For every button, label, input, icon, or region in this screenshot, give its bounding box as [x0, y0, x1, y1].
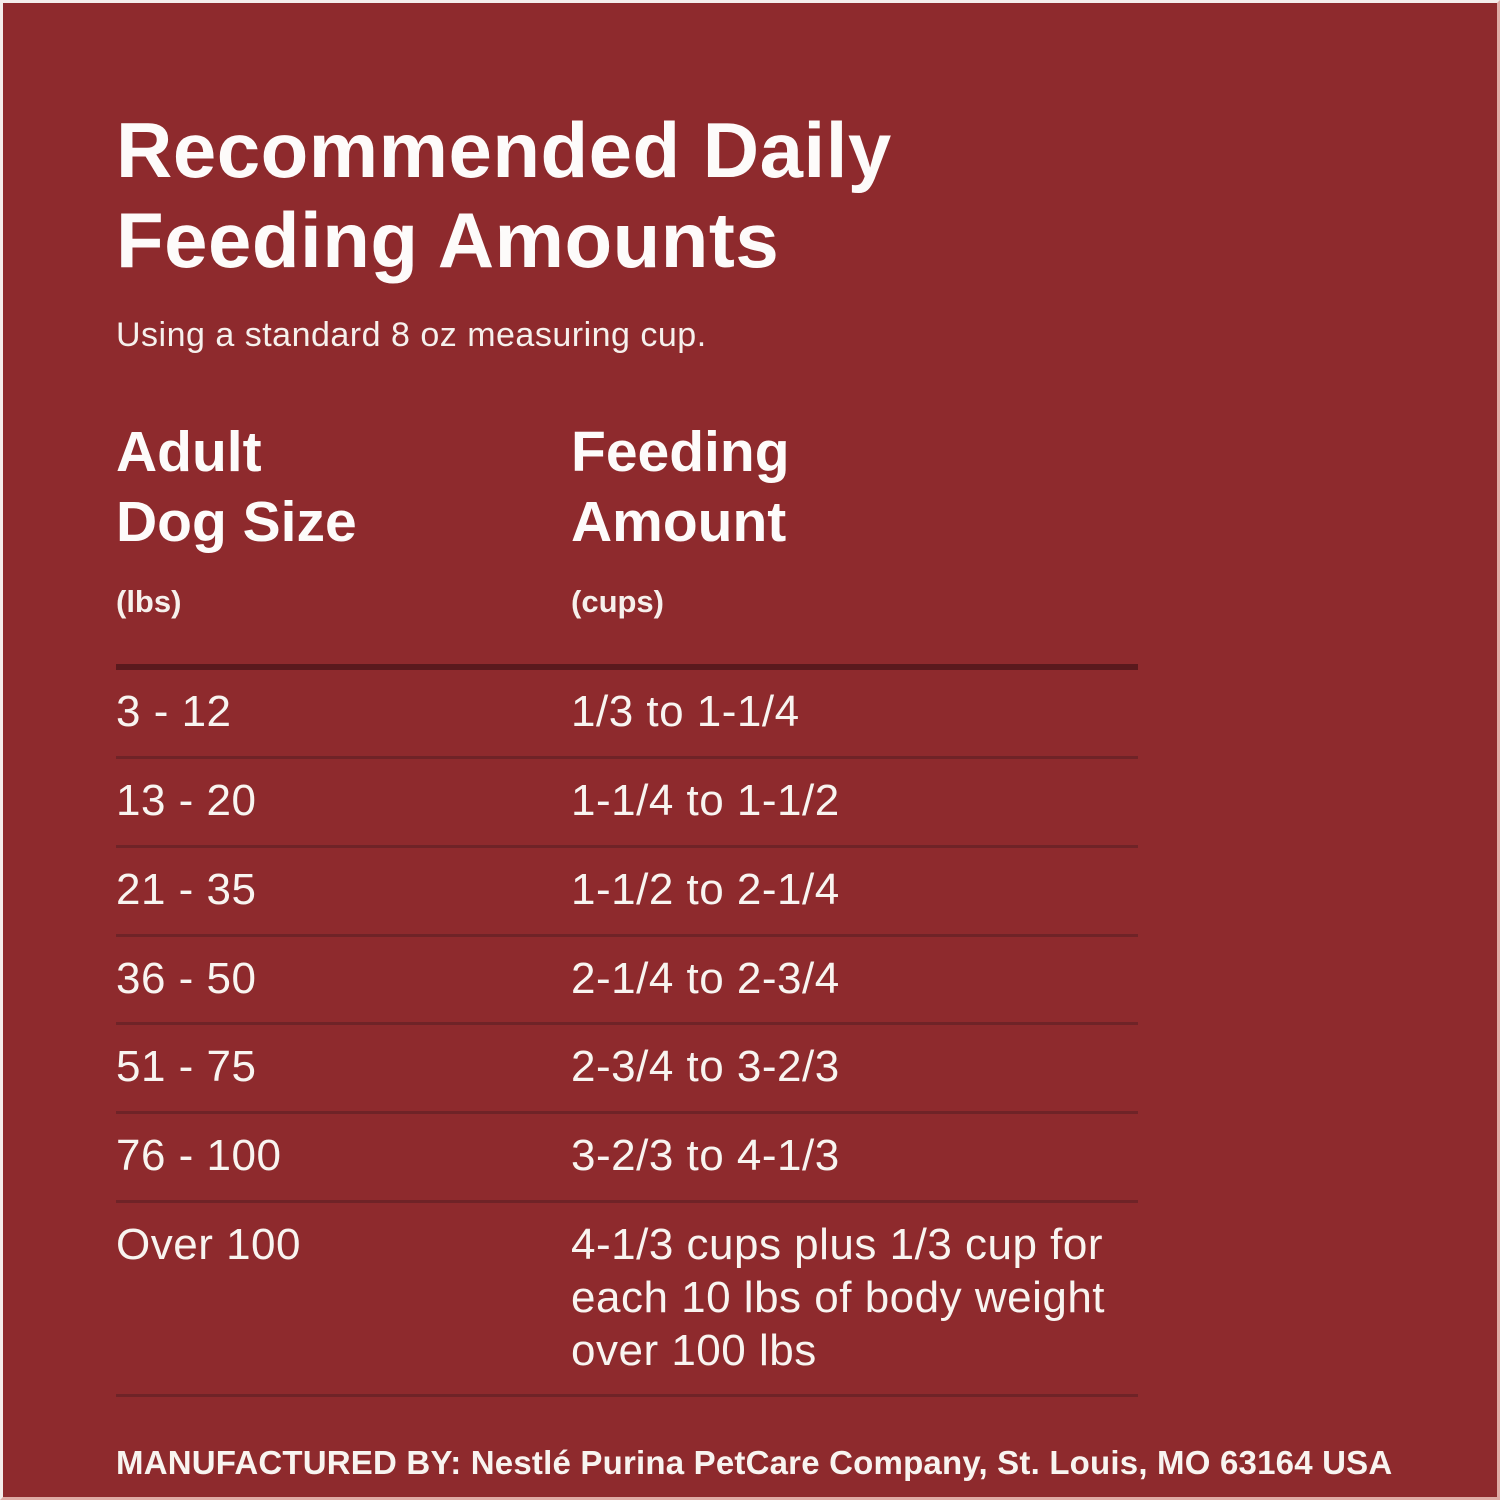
column-header-dog-size: Adult Dog Size (lbs): [116, 417, 571, 620]
feeding-amount-value: 3-2/3 to 4-1/3: [571, 1131, 840, 1181]
dog-size-label-line1: Adult: [116, 419, 262, 484]
dog-size-value: 76 - 100: [116, 1131, 282, 1181]
feeding-amount-value: 2-3/4 to 3-2/3: [571, 1042, 840, 1092]
dog-size-value: Over 100: [116, 1219, 301, 1269]
dog-size-value: 3 - 12: [116, 687, 232, 737]
feeding-amount-value: 1-1/4 to 1-1/2: [571, 775, 840, 825]
dog-size-value: 21 - 35: [116, 864, 257, 914]
feeding-amount-label-line2: Amount: [571, 490, 787, 555]
feeding-amount-value: 1-1/2 to 2-1/4: [571, 864, 840, 914]
table-row: 21 - 35 1-1/2 to 2-1/4: [116, 848, 1138, 937]
feeding-amount-value: 4-1/3 cups plus 1/3 cup for each 10 lbs …: [571, 1219, 1106, 1375]
table-header-row: Adult Dog Size (lbs) Feeding Amount (cups): [116, 417, 1138, 620]
column-unit-lbs: (lbs): [116, 584, 182, 620]
feeding-amount-value: 2-1/4 to 2-3/4: [571, 953, 840, 1003]
table-row: 76 - 100 3-2/3 to 4-1/3: [116, 1114, 1138, 1203]
page-title-line2: Feeding Amounts: [116, 196, 780, 285]
column-header-feeding-amount-label: Feeding Amount: [571, 417, 1138, 557]
column-unit-cups: (cups): [571, 584, 664, 620]
feeding-amount-value: 1/3 to 1-1/4: [571, 687, 800, 737]
table-row: 13 - 20 1-1/4 to 1-1/2: [116, 759, 1138, 848]
feeding-table: Adult Dog Size (lbs) Feeding Amount (cups)…: [116, 417, 1437, 1398]
table-body: 3 - 12 1/3 to 1-1/4 13 - 20 1-1/4 to 1-1…: [116, 664, 1138, 1398]
table-row: 3 - 12 1/3 to 1-1/4: [116, 670, 1138, 759]
column-header-dog-size-label: Adult Dog Size: [116, 417, 571, 557]
measuring-cup-note: Using a standard 8 oz measuring cup.: [116, 315, 707, 354]
dog-size-value: 51 - 75: [116, 1042, 257, 1092]
dog-size-value: 13 - 20: [116, 775, 257, 825]
column-header-feeding-amount: Feeding Amount (cups): [571, 417, 1138, 620]
manufacturer-note: MANUFACTURED BY: Nestlé Purina PetCare C…: [116, 1444, 1393, 1482]
table-row: Over 100 4-1/3 cups plus 1/3 cup for eac…: [116, 1203, 1138, 1398]
page-title: Recommended Daily Feeding Amounts: [116, 105, 1437, 286]
table-row: 36 - 50 2-1/4 to 2-3/4: [116, 937, 1138, 1026]
dog-size-label-line2: Dog Size: [116, 490, 357, 555]
dog-size-value: 36 - 50: [116, 953, 257, 1003]
page-title-line1: Recommended Daily: [116, 106, 892, 194]
table-row: 51 - 75 2-3/4 to 3-2/3: [116, 1025, 1138, 1115]
feeding-amount-label-line1: Feeding: [571, 419, 790, 484]
